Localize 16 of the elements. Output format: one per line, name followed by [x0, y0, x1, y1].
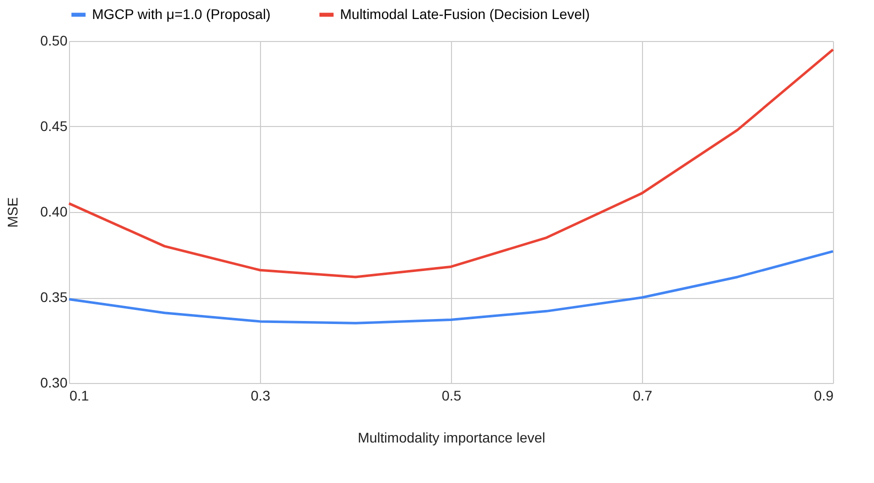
line-series — [68, 250, 834, 324]
legend-label: Multimodal Late-Fusion (Decision Level) — [340, 6, 590, 22]
y-tick-label: 0.35 — [40, 289, 68, 305]
x-tick-label: 0.7 — [632, 388, 652, 404]
y-tick-label: 0.50 — [40, 32, 68, 48]
y-tick-label: 0.30 — [40, 374, 68, 390]
x-tick-label: 0.1 — [70, 388, 90, 404]
y-tick-label: 0.45 — [40, 118, 68, 134]
x-axis-title: Multimodality importance level — [358, 430, 546, 446]
y-axis-title: MSE — [4, 197, 20, 228]
legend-label: MGCP with μ=1.0 (Proposal) — [92, 6, 271, 22]
y-tick-label: 0.40 — [40, 204, 68, 220]
x-tick-label: 0.9 — [814, 388, 834, 404]
line-series — [68, 48, 834, 278]
x-tick-label: 0.5 — [442, 388, 462, 404]
x-tick-label: 0.3 — [250, 388, 270, 404]
